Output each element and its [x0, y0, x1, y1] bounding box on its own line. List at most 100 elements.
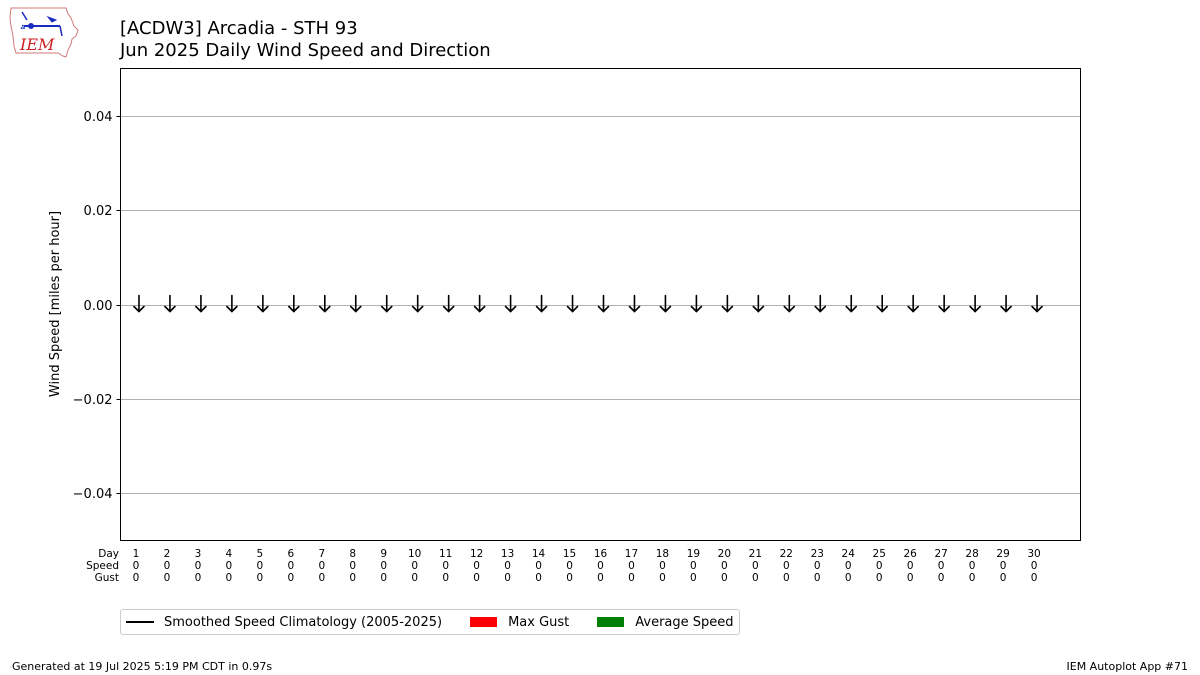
legend: Smoothed Speed Climatology (2005-2025) M…	[120, 609, 740, 635]
legend-label: Smoothed Speed Climatology (2005-2025)	[164, 614, 443, 630]
wind-arrow	[814, 294, 827, 313]
speed-value: 0	[1031, 560, 1038, 572]
day-label: 9	[380, 548, 387, 560]
gust-value: 0	[257, 572, 264, 584]
wind-arrow-head	[659, 305, 672, 313]
wind-arrow	[288, 294, 300, 313]
speed-value: 0	[257, 560, 264, 572]
day-label: 27	[934, 548, 947, 560]
speed-value: 0	[380, 560, 387, 572]
day-label: 24	[842, 548, 856, 560]
gust-value: 0	[690, 572, 697, 584]
day-label: 1	[133, 548, 140, 560]
speed-value: 0	[349, 560, 356, 572]
speed-value: 0	[907, 560, 914, 572]
speed-value: 0	[411, 560, 418, 572]
wind-arrow-head	[164, 305, 176, 313]
iem-logo-text: IEM	[19, 35, 55, 54]
day-label: 5	[257, 548, 264, 560]
day-label: 22	[780, 548, 793, 560]
wind-arrow	[318, 294, 331, 313]
wind-arrow-head	[690, 305, 703, 313]
gust-value: 0	[628, 572, 635, 584]
speed-value: 0	[195, 560, 202, 572]
wind-arrow-head	[907, 305, 919, 313]
wind-arrow	[257, 294, 269, 313]
wind-arrow-head	[752, 305, 765, 313]
daily-table: DaySpeedGust1002003004005006007008009001…	[86, 548, 1041, 584]
speed-value: 0	[721, 560, 728, 572]
day-label: 11	[439, 548, 452, 560]
speed-value: 0	[628, 560, 635, 572]
table-row-label: Speed	[86, 560, 119, 572]
iowa-outline-shape	[9, 7, 79, 58]
wind-arrow-head	[783, 305, 796, 313]
wind-arrow-head	[597, 305, 610, 313]
speed-value: 0	[938, 560, 945, 572]
gust-value: 0	[969, 572, 976, 584]
y-axis-label: Wind Speed [miles per hour]	[48, 211, 63, 397]
wind-arrow-head	[133, 305, 145, 313]
wind-arrow-head	[1000, 305, 1012, 313]
day-label: 15	[563, 548, 576, 560]
speed-value: 0	[473, 560, 480, 572]
wind-arrow	[164, 294, 176, 313]
wind-arrow-head	[442, 305, 455, 313]
wind-arrow	[628, 294, 641, 313]
grid-lines	[120, 116, 1081, 494]
y-tick-label: 0.00	[84, 299, 113, 314]
wind-arrow	[938, 294, 950, 313]
gust-value: 0	[597, 572, 604, 584]
gust-value: 0	[783, 572, 790, 584]
wind-arrow-head	[349, 305, 362, 313]
wind-arrow-head	[969, 305, 981, 313]
chart-title: [ACDW3] Arcadia - STH 93	[120, 18, 358, 39]
gust-value: 0	[752, 572, 759, 584]
wind-arrow	[535, 294, 548, 313]
speed-value: 0	[752, 560, 759, 572]
wind-arrow-head	[535, 305, 548, 313]
wind-arrow	[907, 294, 919, 313]
wind-arrow-head	[257, 305, 269, 313]
day-label: 3	[195, 548, 202, 560]
gust-value: 0	[907, 572, 914, 584]
wind-arrow-head	[195, 305, 207, 313]
y-tick-label: −0.02	[73, 393, 113, 408]
gust-value: 0	[164, 572, 171, 584]
wind-arrow-head	[845, 305, 858, 313]
wind-arrow-head	[938, 305, 950, 313]
day-label: 12	[470, 548, 483, 560]
speed-value: 0	[226, 560, 233, 572]
wind-arrow	[504, 294, 517, 313]
wind-arrow	[442, 294, 455, 313]
day-label: 8	[349, 548, 356, 560]
speed-value: 0	[690, 560, 697, 572]
wind-arrow-head	[288, 305, 300, 313]
gust-value: 0	[814, 572, 821, 584]
gust-value: 0	[349, 572, 356, 584]
wind-direction-arrows	[133, 294, 1043, 313]
wind-arrow	[752, 294, 765, 313]
legend-line-swatch	[126, 621, 154, 623]
wind-arrow	[876, 294, 889, 313]
chart-subtitle: Jun 2025 Daily Wind Speed and Direction	[120, 40, 491, 61]
gust-value: 0	[659, 572, 666, 584]
wind-arrow-head	[226, 305, 238, 313]
day-label: 7	[318, 548, 325, 560]
gust-value: 0	[195, 572, 202, 584]
wind-arrow	[690, 294, 703, 313]
gust-value: 0	[535, 572, 542, 584]
wind-arrow	[473, 294, 486, 313]
day-label: 28	[965, 548, 978, 560]
wind-arrow-head	[566, 305, 579, 313]
wind-arrow	[845, 294, 858, 313]
plot-area-frame	[120, 68, 1081, 541]
wind-arrow-head	[411, 305, 424, 313]
gust-value: 0	[876, 572, 883, 584]
y-tick-label: 0.04	[84, 110, 113, 125]
speed-value: 0	[164, 560, 171, 572]
table-row-label: Gust	[95, 572, 119, 584]
day-label: 13	[501, 548, 514, 560]
legend-label: Average Speed	[635, 614, 734, 630]
